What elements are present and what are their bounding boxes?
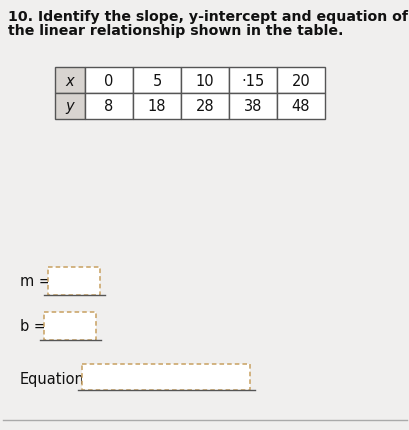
Bar (180, 68, 229, 94)
Text: ·15: ·15 (241, 74, 264, 88)
Bar (276, 94, 324, 120)
Text: 20: 20 (291, 74, 310, 88)
Bar (180, 94, 229, 120)
Bar (48, 267, 100, 295)
Text: 10: 10 (195, 74, 214, 88)
Text: y: y (65, 99, 74, 114)
Bar (55, 94, 85, 120)
Text: m =: m = (20, 274, 51, 289)
Bar (276, 68, 324, 94)
Bar (133, 68, 180, 94)
Bar (133, 94, 180, 120)
Bar (44, 312, 96, 340)
Bar (85, 94, 133, 120)
Text: 10. Identify the slope, y-intercept and equation of: 10. Identify the slope, y-intercept and … (8, 10, 407, 24)
Text: 38: 38 (243, 99, 261, 114)
Text: 0: 0 (104, 74, 113, 88)
Bar (55, 68, 85, 94)
Text: 28: 28 (195, 99, 214, 114)
Text: the linear relationship shown in the table.: the linear relationship shown in the tab… (8, 24, 343, 38)
Text: x: x (65, 74, 74, 88)
Bar (82, 364, 249, 390)
Text: Equation:: Equation: (20, 372, 90, 387)
Bar (229, 68, 276, 94)
Text: 48: 48 (291, 99, 310, 114)
Bar (229, 94, 276, 120)
Text: 8: 8 (104, 99, 113, 114)
Text: 5: 5 (152, 74, 161, 88)
Text: 18: 18 (147, 99, 166, 114)
Bar (85, 68, 133, 94)
Text: b =: b = (20, 319, 46, 334)
